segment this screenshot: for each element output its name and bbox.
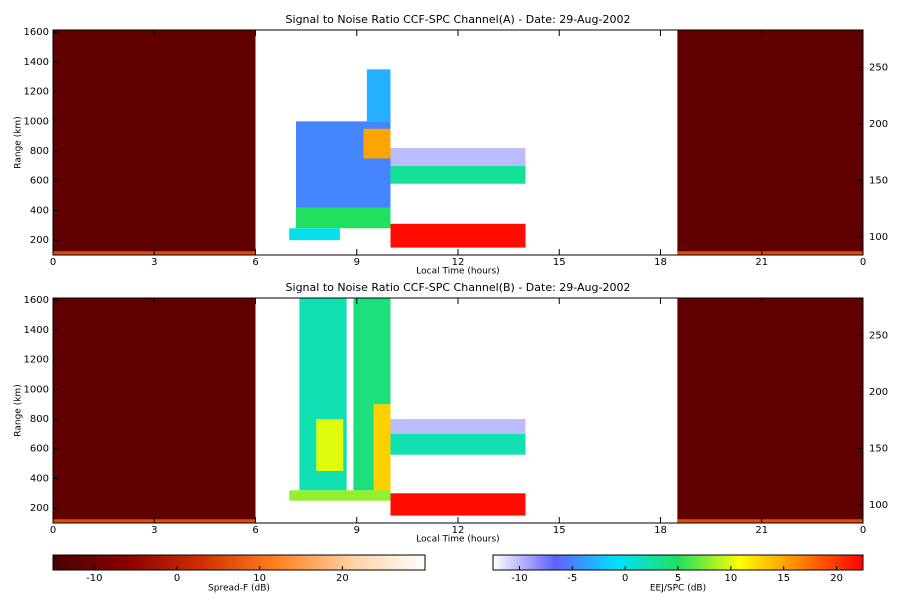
colorbar-label: EEJ/SPC (dB) [650,584,706,594]
y-tick-label: 200 [30,503,49,514]
colorbar-tick-label: 10 [724,573,737,584]
y-tick-label: 800 [30,146,49,157]
y-tick-label: 1600 [24,27,49,38]
x-tick-label: 9 [354,257,360,268]
y-tick-label: 600 [30,176,49,187]
y-tick-label: 1000 [24,384,49,395]
panel: Signal to Noise Ratio CCF-SPC Channel(A)… [14,13,889,277]
x-tick-label: 15 [553,525,566,536]
x-tick-label: 18 [654,257,667,268]
colorbar-label: Spread-F (dB) [208,584,270,594]
heatmap-cell [53,298,256,523]
y2-tick-label: 200 [869,387,888,398]
y-tick-label: 600 [30,444,49,455]
heatmap-cell [289,490,391,501]
colorbar-tick-label: 10 [253,573,266,584]
y-axis-label: Range (km) [14,116,24,168]
heatmap-cell [373,404,391,494]
heatmap-cell [390,493,526,516]
x-tick-label: 12 [452,257,465,268]
colorbar-tick-label: 20 [830,573,843,584]
x-tick-label: 0 [860,525,866,536]
colorbar [53,555,425,570]
x-tick-label: 6 [252,257,258,268]
x-tick-label: 3 [151,257,157,268]
chart-title: Signal to Noise Ratio CCF-SPC Channel(B)… [286,281,631,294]
x-tick-label: 3 [151,525,157,536]
heatmap-cell [390,433,526,455]
colorbar-tick-label: 5 [675,573,681,584]
y2-tick-label: 100 [869,232,888,243]
y2-tick-label: 250 [869,330,888,341]
y-tick-label: 1000 [24,116,49,127]
colorbar-tick-label: -5 [567,573,577,584]
chart-title: Signal to Noise Ratio CCF-SPC Channel(A)… [286,13,631,26]
y2-tick-label: 250 [869,62,888,73]
x-tick-label: 21 [755,525,768,536]
y2-tick-label: 150 [869,443,888,454]
x-tick-label: 18 [654,525,667,536]
x-tick-label: 15 [553,257,566,268]
x-tick-label: 6 [252,525,258,536]
y-tick-label: 400 [30,205,49,216]
y-tick-label: 800 [30,414,49,425]
x-tick-label: 0 [860,257,866,268]
x-tick-label: 21 [755,257,768,268]
panel: Signal to Noise Ratio CCF-SPC Channel(B)… [14,281,889,545]
y-tick-label: 1400 [24,325,49,336]
y-tick-label: 1200 [24,87,49,98]
heatmap-cell [390,223,526,248]
colorbar-tick-label: 15 [777,573,790,584]
heatmap-cell [53,30,256,255]
y2-tick-label: 200 [869,119,888,130]
y-tick-label: 1400 [24,57,49,68]
x-axis-label: Local Time (hours) [416,267,499,277]
heatmap-cell [677,30,863,255]
colorbar-tick-label: -10 [511,573,527,584]
colorbar-frame [52,554,426,571]
heatmap-cell [390,419,526,434]
colorbar-tick-label: 0 [622,573,628,584]
x-axis-label: Local Time (hours) [416,535,499,545]
y2-tick-label: 100 [869,500,888,511]
heatmap-cell [363,128,391,159]
heatmap-cell [390,148,526,166]
y-tick-label: 1600 [24,295,49,306]
colorbar [493,555,863,570]
y-tick-label: 400 [30,473,49,484]
x-tick-label: 0 [50,257,56,268]
heatmap-cell [677,251,863,255]
heatmap-cell [296,207,391,229]
y-axis-label: Range (km) [14,384,24,436]
colorbar-tick-label: -10 [86,573,102,584]
heatmap-cell [366,69,391,122]
heatmap-cell [289,228,340,241]
colorbar-tick-label: 0 [174,573,180,584]
heatmap-cell [316,419,344,472]
heatmap-cell [677,298,863,523]
y2-tick-label: 150 [869,175,888,186]
x-tick-label: 12 [452,525,465,536]
colorbar-tick-label: 20 [336,573,349,584]
heatmap-cell [677,519,863,523]
x-tick-label: 0 [50,525,56,536]
x-tick-label: 9 [354,525,360,536]
y-tick-label: 1200 [24,355,49,366]
heatmap-cell [390,165,526,184]
y-tick-label: 200 [30,235,49,246]
